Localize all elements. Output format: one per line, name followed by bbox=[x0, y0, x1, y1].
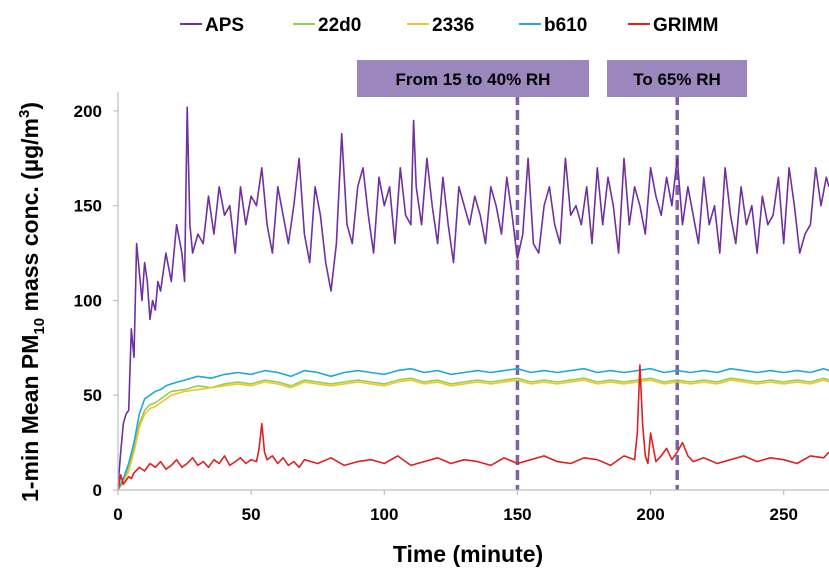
axes: 0 50 100 150 200 0 50 100 150 200 250 bbox=[74, 92, 829, 524]
annotations: From 15 to 40% RH To 65% RH bbox=[357, 60, 747, 490]
y-tick-label: 200 bbox=[74, 102, 102, 121]
x-tick-label: 50 bbox=[242, 505, 261, 524]
x-tick-label: 200 bbox=[636, 505, 664, 524]
y-tick-label: 100 bbox=[74, 291, 102, 310]
annotation-box-2 bbox=[607, 60, 747, 97]
legend-label-b610: b610 bbox=[544, 15, 587, 36]
legend-label-22d0: 22d0 bbox=[318, 15, 361, 36]
series-line-2336 bbox=[117, 379, 829, 491]
annotation-label-2: To 65% RH bbox=[633, 70, 721, 89]
series-line-aps bbox=[117, 106, 829, 487]
y-tick-label: 150 bbox=[74, 197, 102, 216]
x-tick-label: 0 bbox=[113, 505, 122, 524]
x-tick-label: 150 bbox=[503, 505, 531, 524]
y-tick-label: 50 bbox=[83, 386, 102, 405]
legend-label-2336: 2336 bbox=[432, 15, 474, 36]
x-tick-label: 100 bbox=[370, 505, 398, 524]
series-line-22d0 bbox=[117, 377, 829, 491]
y-axis-title: 1-min Mean PM10 mass conc. (µg/m3) bbox=[16, 102, 48, 502]
legend-label-grimm: GRIMM bbox=[653, 15, 718, 36]
series-line-grimm bbox=[117, 364, 829, 491]
annotation-label-1: From 15 to 40% RH bbox=[396, 70, 551, 89]
legend-label-aps: APS bbox=[205, 15, 244, 36]
plot-series bbox=[117, 106, 829, 491]
y-tick-label: 0 bbox=[93, 481, 102, 500]
series-line-b610 bbox=[117, 367, 829, 491]
x-axis-title: Time (minute) bbox=[393, 541, 543, 567]
x-tick-label: 250 bbox=[770, 505, 798, 524]
legend: APS 22d0 2336 b610 GRIMM bbox=[180, 15, 718, 36]
annotation-box-1 bbox=[357, 60, 589, 97]
